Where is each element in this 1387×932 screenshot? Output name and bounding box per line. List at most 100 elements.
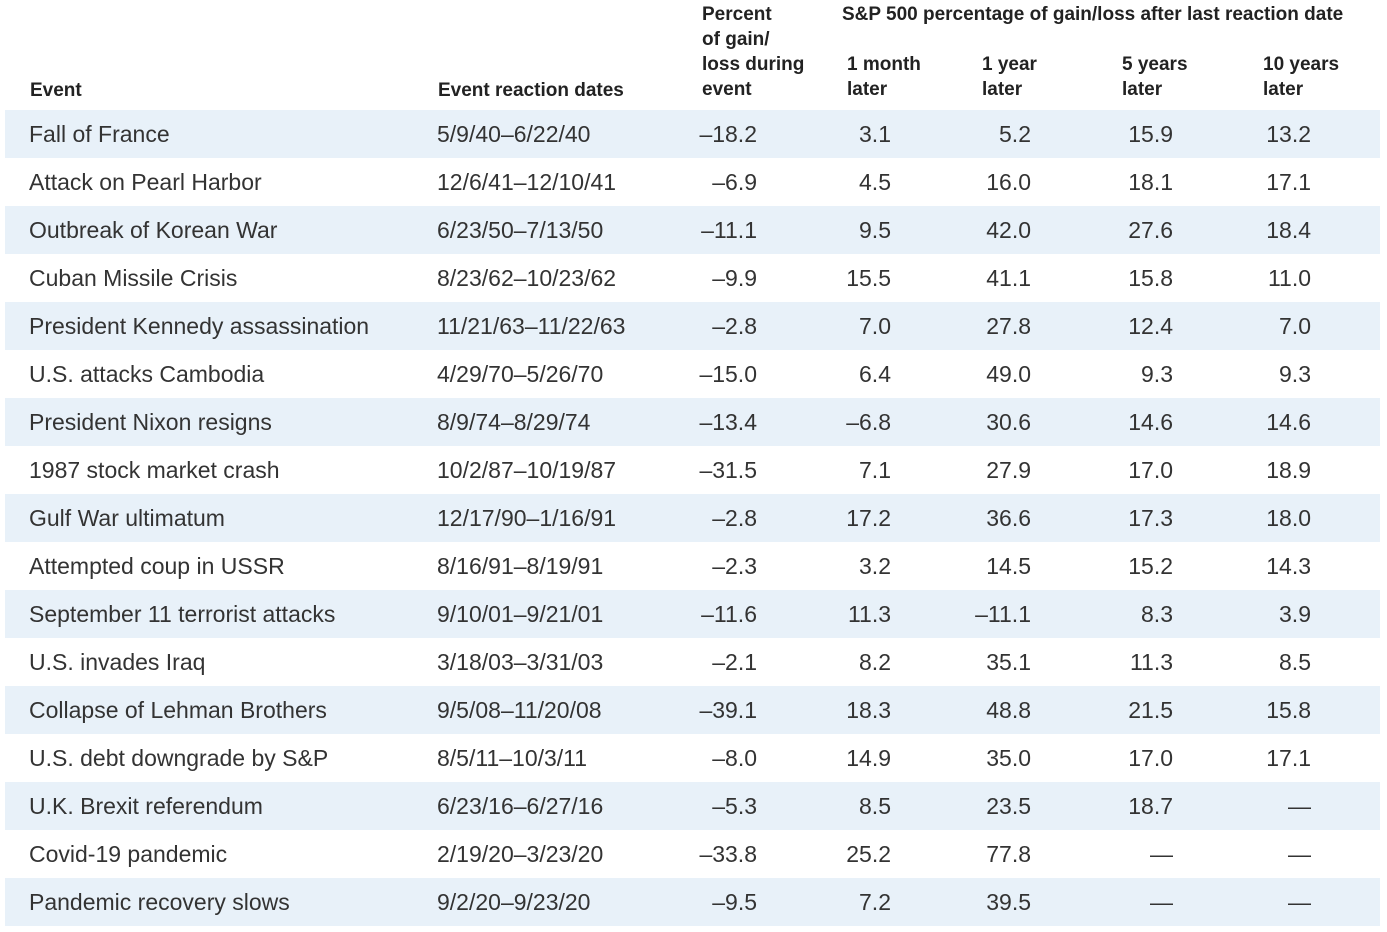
gain-loss-10-years: 14.3 — [1266, 553, 1311, 579]
gain-loss-10-years: 13.2 — [1266, 121, 1311, 147]
table-row: Outbreak of Korean War 6/23/50–7/13/50 –… — [5, 206, 1380, 254]
gain-loss-10-years: 8.5 — [1279, 649, 1311, 675]
header-5-years-line1: 5 years — [1122, 54, 1188, 75]
event-dates: 8/16/91–8/19/91 — [437, 553, 604, 579]
header-5-years-later: 5 years later — [1122, 52, 1188, 102]
event-name: U.K. Brexit referendum — [29, 793, 263, 819]
gain-loss-1-year: 41.1 — [986, 265, 1031, 291]
gain-loss-during-event: –18.2 — [699, 121, 757, 147]
gain-loss-1-month: 7.1 — [859, 457, 891, 483]
event-name: President Kennedy assassination — [29, 313, 370, 339]
event-dates: 10/2/87–10/19/87 — [437, 457, 617, 483]
gain-loss-10-years: 18.9 — [1266, 457, 1311, 483]
event-dates: 9/5/08–11/20/08 — [437, 697, 602, 723]
header-1-year-line2: later — [982, 79, 1023, 100]
header-percent-line2: of gain/ — [702, 29, 770, 50]
gain-loss-during-event: –11.6 — [701, 601, 757, 627]
gain-loss-1-month: 8.2 — [859, 649, 891, 675]
event-dates: 8/23/62–10/23/62 — [437, 265, 617, 291]
gain-loss-1-month: 4.5 — [859, 169, 891, 195]
header-percent-line4: event — [702, 79, 752, 100]
event-name: Gulf War ultimatum — [29, 505, 225, 531]
gain-loss-5-years: 12.4 — [1128, 313, 1173, 339]
table-row: Attack on Pearl Harbor 12/6/41–12/10/41 … — [5, 158, 1380, 206]
gain-loss-5-years: 14.6 — [1128, 409, 1173, 435]
gain-loss-during-event: –8.0 — [712, 745, 757, 771]
event-dates: 9/10/01–9/21/01 — [437, 601, 604, 627]
gain-loss-1-year: –11.1 — [975, 601, 1031, 627]
table-row: U.K. Brexit referendum 6/23/16–6/27/16 –… — [5, 782, 1380, 830]
gain-loss-10-years: 18.0 — [1266, 505, 1311, 531]
table-row: U.S. attacks Cambodia 4/29/70–5/26/70 –1… — [5, 350, 1380, 398]
table-row: 1987 stock market crash 10/2/87–10/19/87… — [5, 446, 1380, 494]
event-dates: 8/5/11–10/3/11 — [437, 745, 588, 771]
table-row: Cuban Missile Crisis 8/23/62–10/23/62 –9… — [5, 254, 1380, 302]
table-row: Fall of France 5/9/40–6/22/40 –18.2 3.1 … — [5, 110, 1380, 158]
gain-loss-5-years: 21.5 — [1128, 697, 1173, 723]
event-dates: 6/23/16–6/27/16 — [437, 793, 604, 819]
gain-loss-1-month: 7.2 — [859, 889, 891, 915]
table-row: Pandemic recovery slows 9/2/20–9/23/20 –… — [5, 878, 1380, 926]
gain-loss-during-event: –9.9 — [712, 265, 757, 291]
gain-loss-during-event: –13.4 — [699, 409, 757, 435]
gain-loss-1-year: 30.6 — [986, 409, 1031, 435]
header-1-month-line2: later — [847, 79, 888, 100]
gain-loss-1-year: 36.6 — [986, 505, 1031, 531]
gain-loss-1-month: 18.3 — [846, 697, 891, 723]
gain-loss-10-years: 17.1 — [1266, 169, 1311, 195]
header-event-reaction-dates: Event reaction dates — [438, 80, 624, 101]
gain-loss-10-years: 9.3 — [1279, 361, 1311, 387]
header-event: Event — [30, 80, 82, 101]
table-row: Gulf War ultimatum 12/17/90–1/16/91 –2.8… — [5, 494, 1380, 542]
table-row: U.S. debt downgrade by S&P 8/5/11–10/3/1… — [5, 734, 1380, 782]
event-dates: 11/21/63–11/22/63 — [437, 313, 626, 339]
gain-loss-1-year: 27.9 — [986, 457, 1031, 483]
gain-loss-5-years: — — [1150, 841, 1173, 867]
event-name: September 11 terrorist attacks — [29, 601, 336, 627]
header-percent-during-event: Percent of gain/ loss during event — [702, 2, 804, 102]
gain-loss-5-years: 17.0 — [1128, 457, 1173, 483]
gain-loss-1-month: –6.8 — [846, 409, 891, 435]
header-percent-line1: Percent — [702, 4, 772, 25]
table-row: U.S. invades Iraq 3/18/03–3/31/03 –2.1 8… — [5, 638, 1380, 686]
table-row: President Kennedy assassination 11/21/63… — [5, 302, 1380, 350]
header-sp500-group: S&P 500 percentage of gain/loss after la… — [842, 4, 1344, 25]
gain-loss-1-month: 8.5 — [859, 793, 891, 819]
gain-loss-5-years: 15.8 — [1128, 265, 1173, 291]
gain-loss-5-years: 15.9 — [1128, 121, 1173, 147]
event-name: U.S. invades Iraq — [29, 649, 206, 675]
gain-loss-10-years: 11.0 — [1267, 265, 1311, 291]
gain-loss-during-event: –6.9 — [712, 169, 757, 195]
gain-loss-1-year: 35.0 — [986, 745, 1031, 771]
gain-loss-10-years: 14.6 — [1266, 409, 1311, 435]
gain-loss-during-event: –31.5 — [699, 457, 757, 483]
gain-loss-1-month: 7.0 — [859, 313, 891, 339]
gain-loss-during-event: –2.8 — [712, 313, 757, 339]
gain-loss-during-event: –2.3 — [712, 553, 757, 579]
table-row: Collapse of Lehman Brothers 9/5/08–11/20… — [5, 686, 1380, 734]
gain-loss-1-year: 23.5 — [986, 793, 1031, 819]
table-row: Covid-19 pandemic 2/19/20–3/23/20 –33.8 … — [5, 830, 1380, 878]
event-name: President Nixon resigns — [29, 409, 272, 435]
gain-loss-5-years: 18.1 — [1128, 169, 1173, 195]
event-dates: 3/18/03–3/31/03 — [437, 649, 604, 675]
event-name: Cuban Missile Crisis — [29, 265, 238, 291]
gain-loss-5-years: 9.3 — [1141, 361, 1173, 387]
gain-loss-during-event: –2.8 — [712, 505, 757, 531]
header-10-years-line2: later — [1263, 79, 1304, 100]
event-name: U.S. debt downgrade by S&P — [29, 745, 329, 771]
gain-loss-5-years: — — [1150, 889, 1173, 915]
event-name: Attack on Pearl Harbor — [29, 169, 262, 195]
gain-loss-1-month: 14.9 — [846, 745, 891, 771]
event-dates: 6/23/50–7/13/50 — [437, 217, 604, 243]
gain-loss-1-month: 9.5 — [859, 217, 891, 243]
event-dates: 12/6/41–12/10/41 — [437, 169, 617, 195]
gain-loss-1-year: 16.0 — [986, 169, 1031, 195]
event-name: Pandemic recovery slows — [29, 889, 290, 915]
gain-loss-1-month: 6.4 — [859, 361, 891, 387]
gain-loss-during-event: –11.1 — [701, 217, 757, 243]
gain-loss-5-years: 18.7 — [1128, 793, 1173, 819]
event-dates: 5/9/40–6/22/40 — [437, 121, 591, 147]
event-name: Attempted coup in USSR — [29, 553, 285, 579]
